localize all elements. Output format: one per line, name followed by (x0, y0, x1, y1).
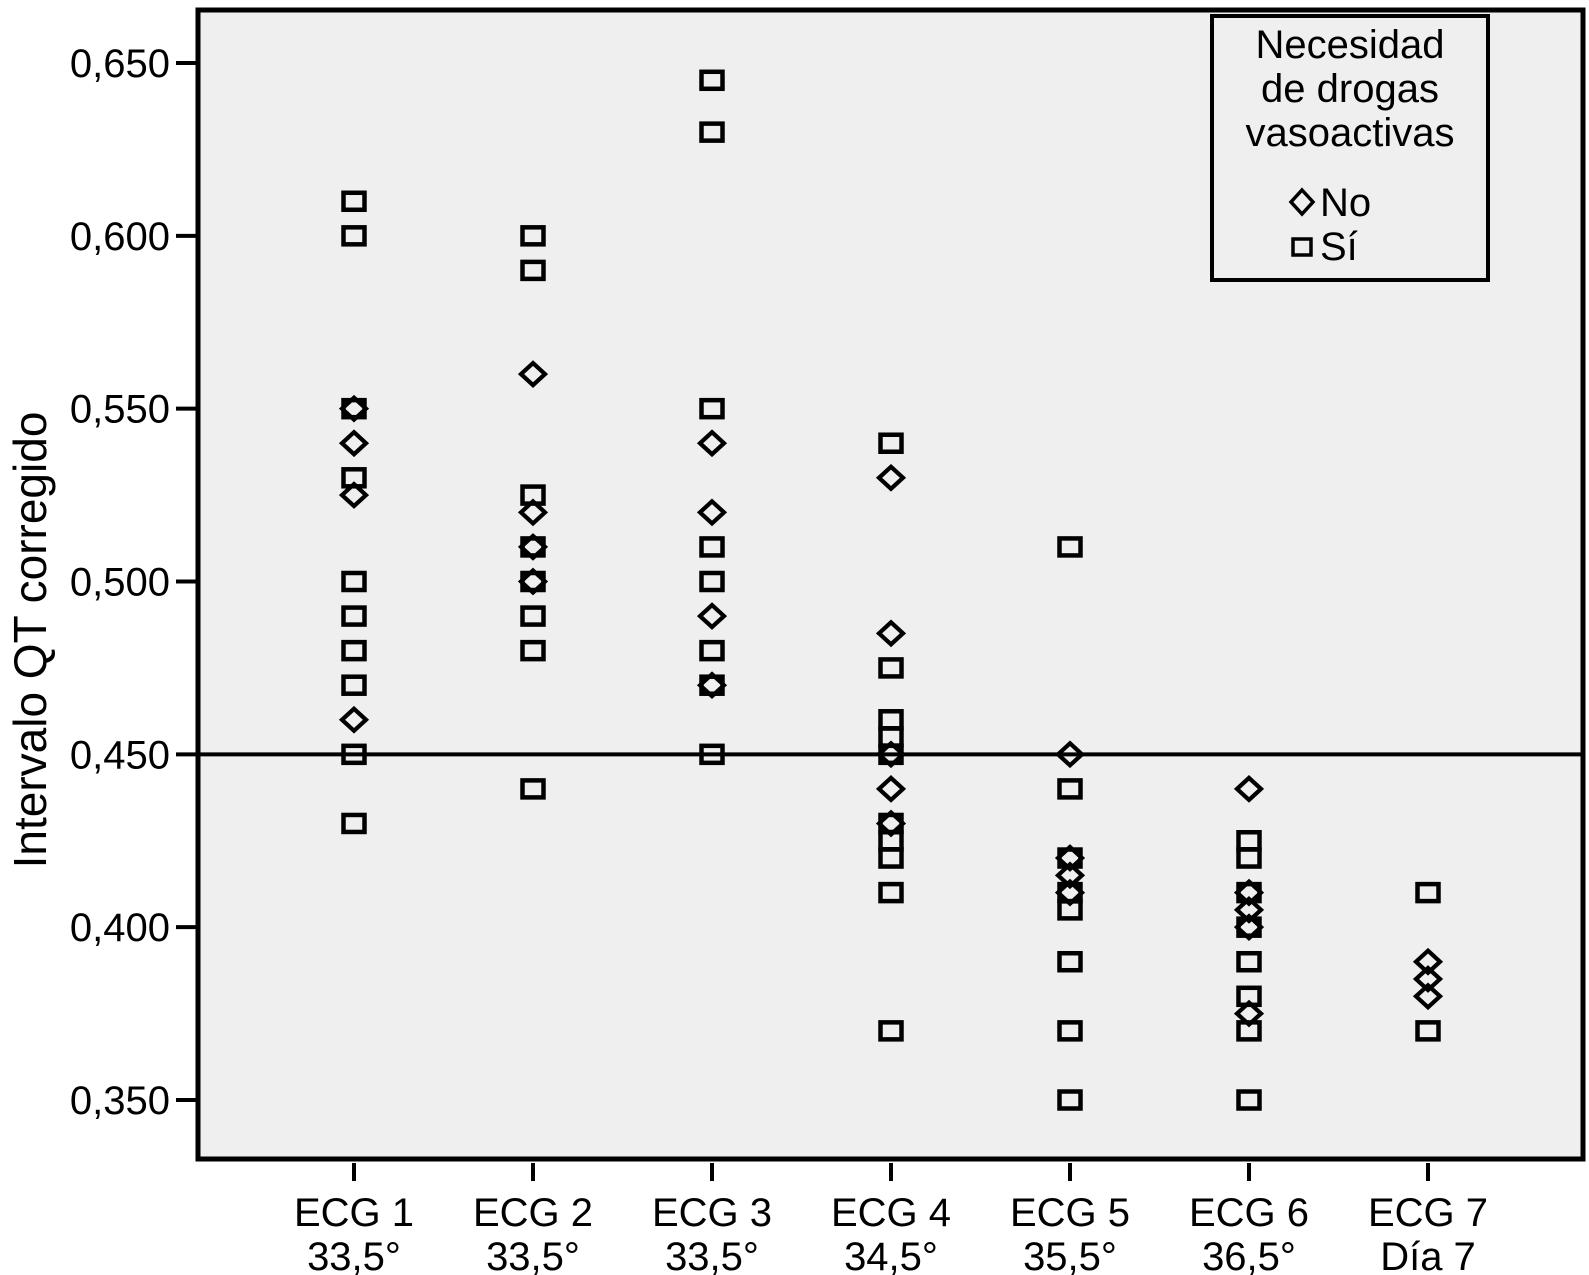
data-point-si (341, 674, 367, 696)
data-point-si (699, 69, 725, 92)
data-point-no (1233, 878, 1265, 907)
x-category-label: ECG 4 (831, 1191, 951, 1235)
data-point-si (699, 536, 725, 558)
data-point-no (517, 360, 549, 388)
data-point-si (341, 743, 367, 766)
data-point-si (1415, 881, 1441, 904)
data-point-no (338, 394, 370, 423)
data-point-no (517, 498, 549, 527)
data-point-no (1054, 861, 1086, 890)
data-point-si (520, 778, 546, 800)
data-point-si (341, 570, 367, 593)
data-point-no (1412, 947, 1444, 976)
data-point-si (1057, 950, 1083, 973)
legend-item-si-label: Sí (1320, 225, 1358, 269)
x-category-sublabel: 36,5° (1202, 1235, 1296, 1275)
data-point-no (1233, 896, 1265, 924)
data-point-si (1236, 950, 1262, 973)
data-point-no (1054, 844, 1086, 872)
data-point-si (878, 881, 904, 904)
data-point-si (520, 259, 546, 282)
data-point-si (699, 639, 725, 662)
x-category-sublabel: 33,5° (307, 1235, 401, 1275)
data-point-no (696, 671, 728, 700)
data-point-no (1412, 982, 1444, 1011)
x-category-label: ECG 2 (473, 1191, 593, 1235)
x-category-sublabel: 33,5° (665, 1235, 759, 1275)
x-category-label: ECG 3 (652, 1191, 772, 1235)
x-category-sublabel: 35,5° (1023, 1235, 1117, 1275)
data-point-si (341, 812, 367, 835)
legend-title-line2: de drogas (1261, 67, 1439, 111)
data-point-no (517, 533, 549, 561)
y-tick-label: 0,650 (70, 42, 170, 86)
legend-item-no-label: No (1320, 181, 1371, 225)
x-category-label: ECG 5 (1010, 1191, 1130, 1235)
y-tick-label: 0,600 (70, 215, 170, 259)
x-category-sublabel: 33,5° (486, 1235, 580, 1275)
data-point-no (875, 463, 907, 492)
data-point-no (875, 809, 907, 838)
data-point-si (1057, 1089, 1083, 1111)
data-point-si (1415, 1020, 1441, 1042)
data-point-si (520, 639, 546, 662)
data-point-si (878, 1020, 904, 1042)
data-point-si (1236, 847, 1262, 869)
y-axis-title: Intervalo QT corregido (4, 412, 56, 869)
data-point-si (699, 397, 725, 420)
legend-title-line1: Necesidad (1255, 23, 1444, 67)
data-point-no (1233, 999, 1265, 1028)
data-point-si (1236, 1089, 1262, 1111)
x-category-sublabel: 34,5° (844, 1235, 938, 1275)
plot-content: 0,650 0,600 0,550 0,500 0,450 0,400 0,350 ECG 1… (70, 42, 1585, 1275)
data-point-si (878, 847, 904, 869)
data-point-si (520, 605, 546, 627)
data-point-si (1057, 536, 1083, 558)
y-tick-label: 0,400 (70, 906, 170, 950)
data-point-no (875, 619, 907, 648)
data-point-si (341, 190, 367, 213)
data-point-si (1057, 778, 1083, 800)
y-tick-label: 0,350 (70, 1079, 170, 1123)
y-tick-label: 0,450 (70, 733, 170, 777)
data-point-si (699, 743, 725, 766)
y-tick-label: 0,550 (70, 388, 170, 432)
data-point-si (878, 432, 904, 454)
data-point-si (341, 639, 367, 662)
legend-box (1210, 14, 1490, 282)
data-point-no (696, 429, 728, 458)
data-point-no (338, 705, 370, 734)
data-point-no (875, 740, 907, 769)
x-category-label: ECG 6 (1189, 1191, 1309, 1235)
x-category-label: ECG 7 (1368, 1191, 1488, 1235)
legend-diamond-icon (1288, 187, 1316, 217)
data-point-no (1233, 913, 1265, 942)
data-point-no (1054, 878, 1086, 907)
data-point-no (1233, 775, 1265, 803)
legend-title-line3: vasoactivas (1246, 111, 1455, 155)
y-tick-label: 0,500 (70, 561, 170, 605)
data-point-no (1054, 740, 1086, 769)
data-point-si (699, 121, 725, 143)
data-point-si (520, 225, 546, 247)
data-point-si (699, 570, 725, 593)
data-point-si (341, 225, 367, 247)
x-category-label: ECG 1 (294, 1191, 414, 1235)
data-point-no (517, 567, 549, 596)
data-point-si (341, 605, 367, 627)
legend-square-icon (1291, 237, 1313, 257)
data-point-si (1057, 1020, 1083, 1042)
data-point-no (338, 429, 370, 458)
data-point-no (1412, 965, 1444, 993)
data-point-no (696, 498, 728, 527)
data-point-si (878, 657, 904, 679)
x-category-sublabel: Día 7 (1380, 1235, 1476, 1275)
data-point-no (338, 481, 370, 509)
legend: Necesidad de drogas vasoactivas No Sí (1210, 14, 1490, 282)
data-point-no (696, 602, 728, 630)
data-point-no (875, 775, 907, 803)
